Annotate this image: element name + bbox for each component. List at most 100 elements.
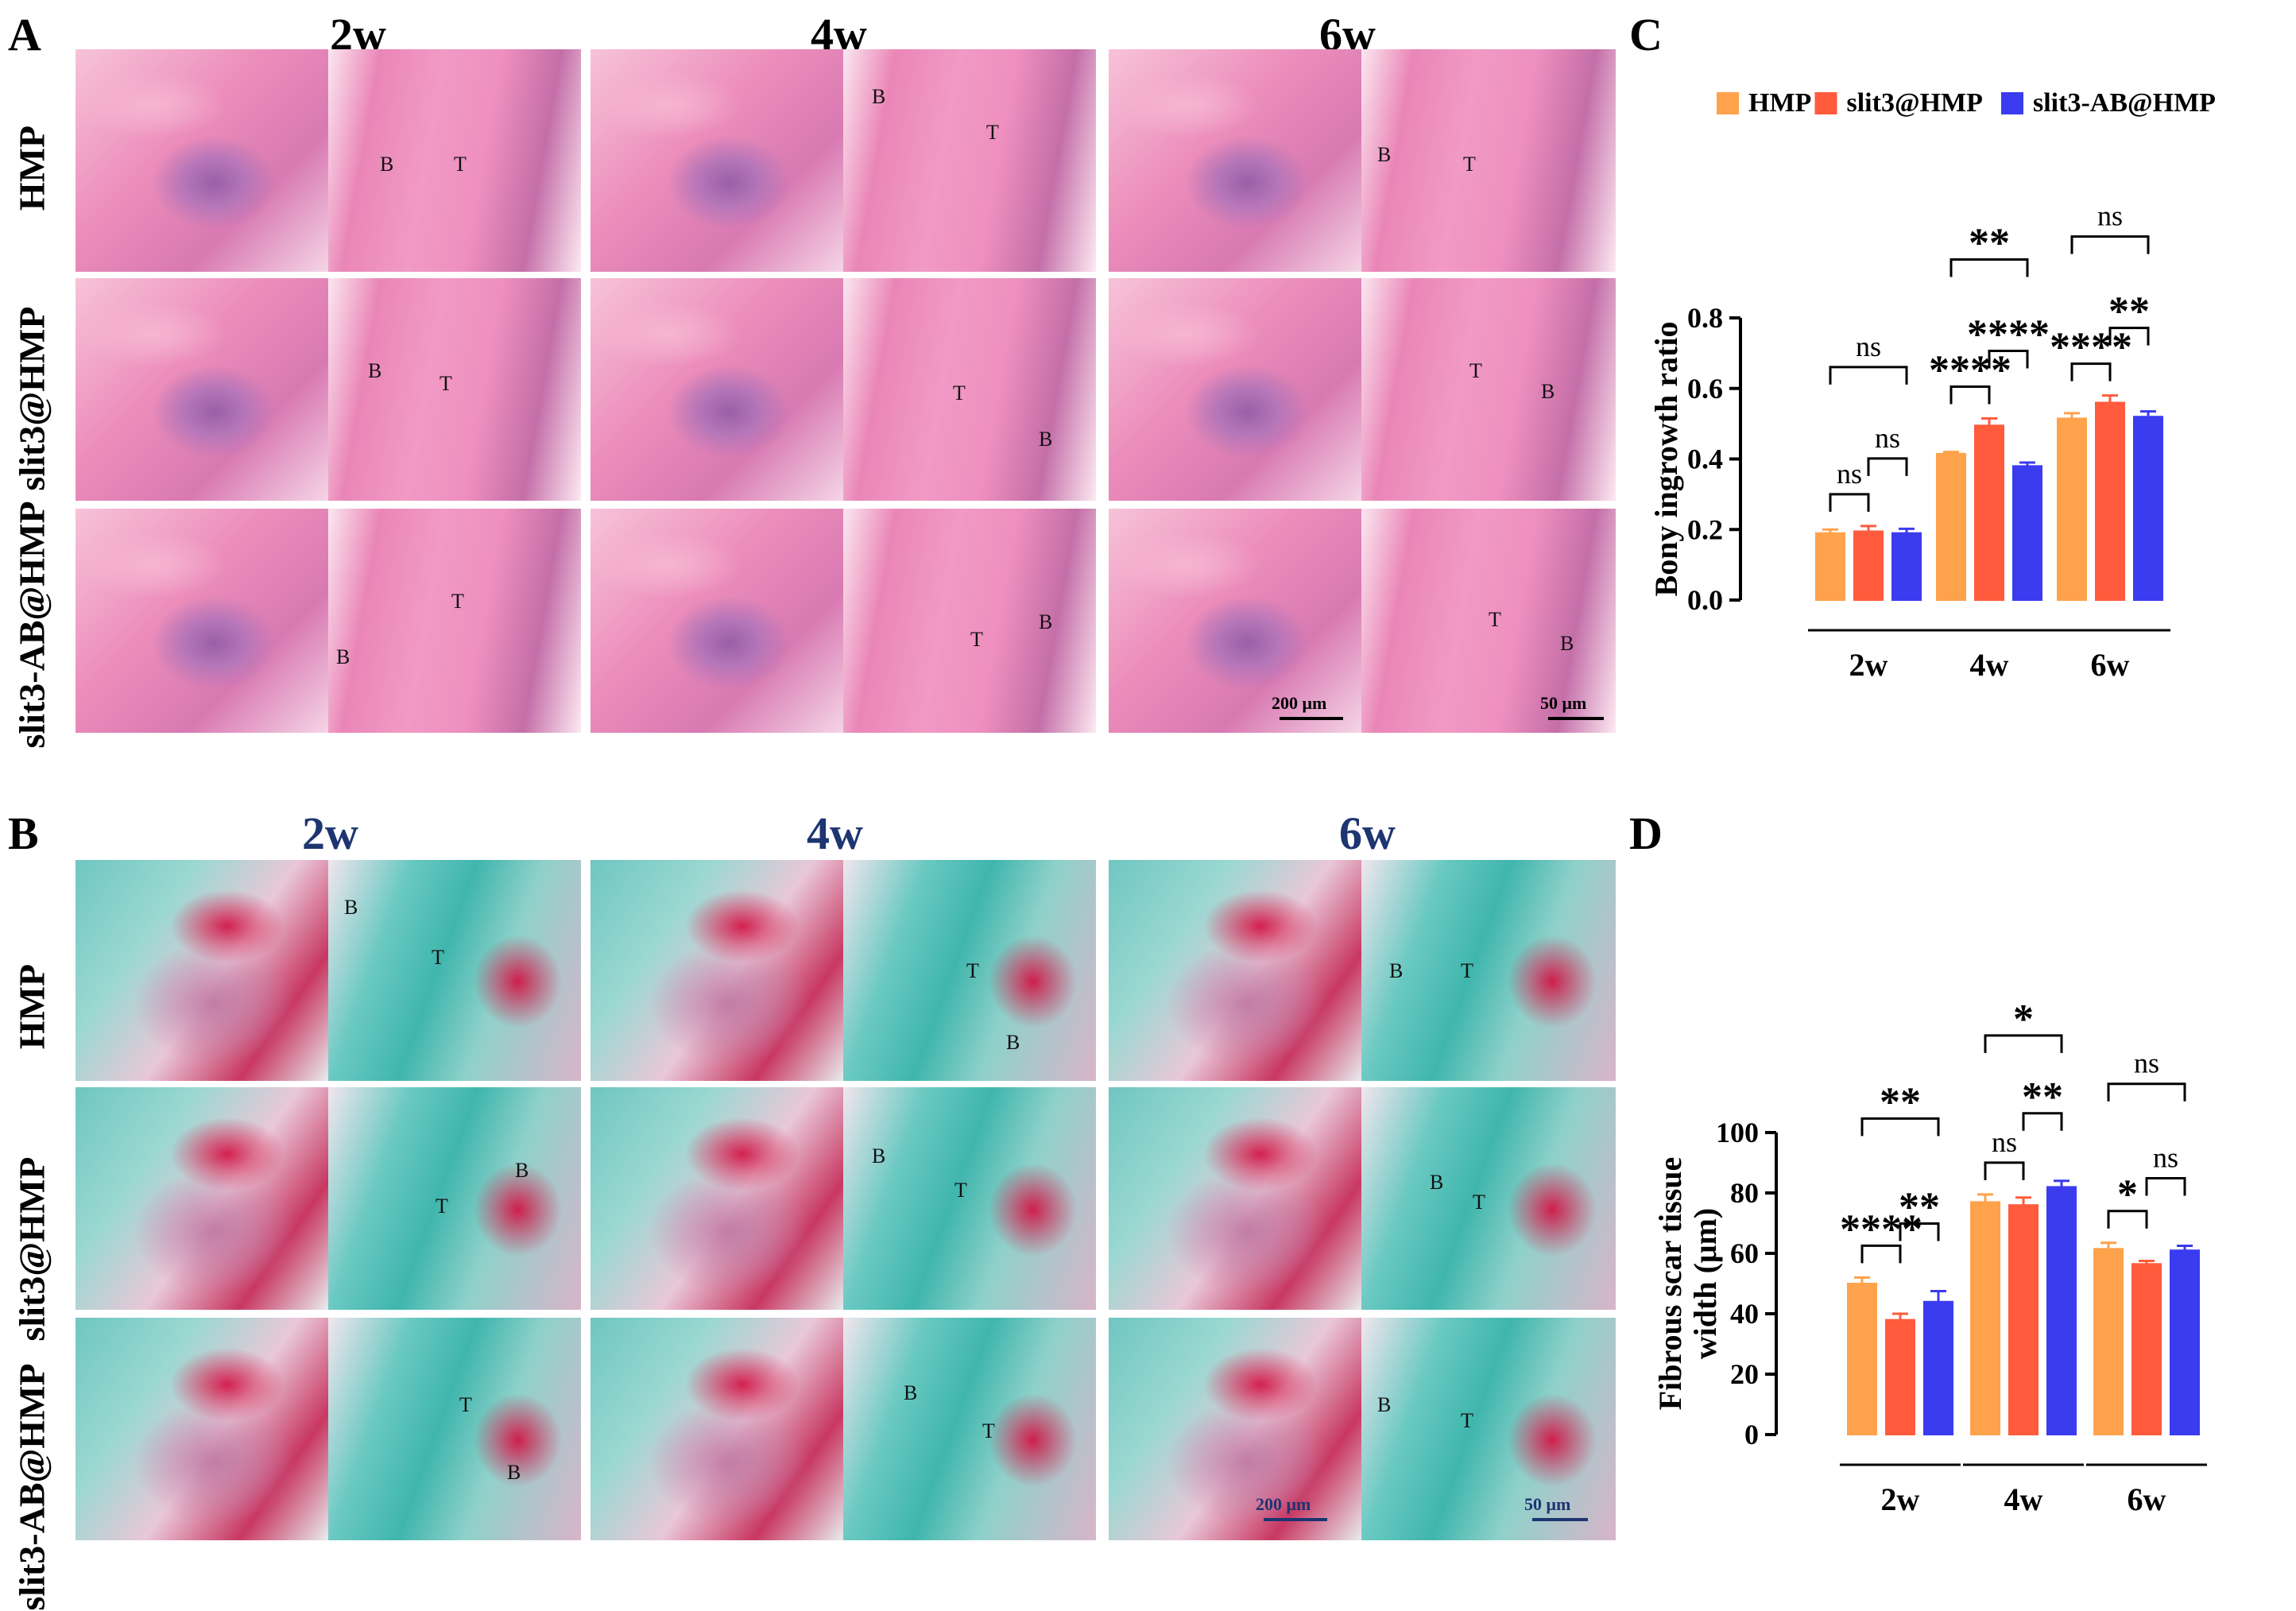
bar	[1923, 1300, 1953, 1435]
scale-bar	[1280, 717, 1343, 720]
bar	[1815, 532, 1845, 601]
y-tick-label: 0.8	[1687, 302, 1723, 334]
x-tick-label: 4w	[1970, 647, 2009, 683]
bone-label: B	[368, 359, 382, 382]
significance-bracket	[2107, 1210, 2148, 1229]
y-tick-label: 0.6	[1687, 373, 1723, 405]
tendon-label: T	[439, 372, 452, 395]
he-micrograph	[1109, 278, 1361, 501]
bone-label: B	[1430, 1171, 1444, 1194]
he-micrograph	[1109, 49, 1361, 272]
significance-label: ns	[1837, 458, 1862, 490]
bone-label: B	[1039, 610, 1053, 633]
bone-label: B	[1389, 959, 1404, 982]
he-micrograph: B T	[328, 509, 581, 733]
bar	[2170, 1249, 2200, 1436]
bone-label: B	[904, 1381, 918, 1404]
masson-micrograph	[76, 860, 328, 1081]
bone-label: B	[380, 153, 394, 176]
tendon-label: T	[1473, 1191, 1485, 1214]
panel-letter-a: A	[8, 9, 41, 60]
y-axis-label: width (μm)	[1687, 1208, 1723, 1359]
masson-micrograph	[1109, 1087, 1361, 1310]
significance-label: **	[1899, 1185, 1940, 1230]
tendon-label: T	[970, 628, 983, 651]
significance-label: ns	[1856, 331, 1881, 362]
masson-micrograph	[590, 860, 843, 1081]
masson-micrograph	[76, 1087, 328, 1310]
significance-label: ns	[2134, 1048, 2159, 1079]
significance-bracket	[1829, 366, 1908, 385]
x-tick-label: 2w	[1881, 1481, 1920, 1517]
mt-row-label-slit3: slit3@HMP	[11, 1156, 52, 1342]
y-tick-label: 80	[1730, 1177, 1759, 1209]
x-tick-label: 6w	[2128, 1481, 2166, 1517]
he-micrograph	[76, 509, 328, 733]
tendon-label: T	[1461, 1409, 1473, 1432]
significance-bracket	[1860, 1244, 1902, 1264]
bone-label: B	[336, 645, 350, 668]
significance-bracket	[1988, 349, 2029, 369]
bar	[1891, 532, 1922, 601]
scale-bar-label-50: 50 μm	[1524, 1494, 1571, 1514]
he-micrograph: B T	[843, 49, 1096, 272]
he-micrograph: B T	[1361, 49, 1616, 272]
he-micrograph	[76, 49, 328, 272]
y-tick-label: 0.2	[1687, 513, 1723, 545]
mt-time-2w: 2w	[302, 807, 358, 859]
masson-micrograph	[590, 1318, 843, 1540]
masson-micrograph: B T	[328, 860, 581, 1081]
mt-row-label-hmp: HMP	[11, 963, 52, 1050]
significance-label: ****	[2050, 325, 2132, 370]
bone-label: B	[1541, 380, 1555, 403]
he-micrograph	[76, 278, 328, 501]
panel-letter-b: B	[8, 807, 39, 859]
masson-micrograph: B T	[1361, 860, 1616, 1081]
bar	[2012, 465, 2042, 601]
masson-micrograph: B T	[843, 1318, 1096, 1540]
tendon-label: T	[1461, 959, 1473, 982]
scar-width-chart: 0 20 40 60 80 100 Fibrous scar tissue width (μm…	[1652, 997, 2207, 1517]
masson-micrograph	[1109, 860, 1361, 1081]
tendon-label: T	[986, 121, 999, 144]
significance-label: ns	[1875, 422, 1900, 454]
significance-bracket	[2022, 1112, 2063, 1131]
significance-label: ****	[1967, 312, 2050, 357]
significance-bracket	[1949, 385, 1991, 405]
he-micrograph: T B	[1361, 278, 1616, 501]
bar	[2133, 416, 2163, 601]
mt-time-6w: 6w	[1339, 807, 1396, 859]
bar	[1974, 424, 2004, 601]
masson-micrograph: T B	[328, 1318, 581, 1540]
masson-micrograph: T B	[328, 1087, 581, 1310]
he-micrograph: B T	[328, 49, 581, 272]
masson-micrograph	[76, 1318, 328, 1540]
he-row-label-slit3ab: slit3-AB@HMP	[11, 501, 52, 749]
he-row-label-hmp: HMP	[11, 125, 52, 211]
legend-label: HMP	[1748, 88, 1811, 118]
significance-label: *	[2117, 1172, 2138, 1218]
bar	[1936, 452, 1966, 601]
bar	[2093, 1248, 2124, 1435]
bar	[1970, 1201, 2000, 1435]
bone-label: B	[1560, 632, 1574, 655]
scale-bar-label-50: 50 μm	[1540, 693, 1587, 713]
he-micrograph: 200 μm	[1109, 509, 1361, 733]
significance-bracket	[1984, 1034, 2063, 1053]
bone-label: B	[344, 896, 358, 919]
y-tick-label: 100	[1716, 1117, 1759, 1148]
bar	[2046, 1186, 2077, 1435]
significance-label: **	[1969, 220, 2010, 265]
y-tick-label: 40	[1730, 1298, 1759, 1330]
significance-label: ns	[2097, 200, 2123, 232]
he-micrograph: T B 50 μm	[1361, 509, 1616, 733]
bar	[1853, 530, 1884, 601]
masson-micrograph: 200 μm	[1109, 1318, 1361, 1540]
tendon-label: T	[436, 1195, 448, 1218]
scale-bar	[1548, 717, 1604, 720]
masson-micrograph: T B	[843, 860, 1096, 1081]
y-tick-label: 20	[1730, 1358, 1759, 1390]
scale-bar-label-200: 200 μm	[1272, 693, 1327, 713]
legend-swatch	[1717, 92, 1739, 114]
